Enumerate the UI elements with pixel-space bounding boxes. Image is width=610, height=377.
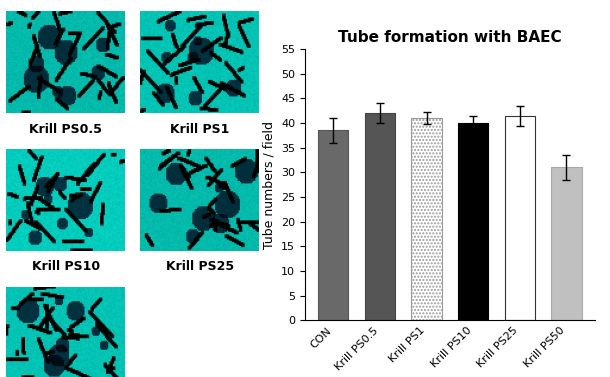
Text: Krill PS0.5: Krill PS0.5 bbox=[29, 123, 102, 135]
Title: Tube formation with BAEC: Tube formation with BAEC bbox=[338, 30, 562, 45]
Text: Krill PS10: Krill PS10 bbox=[32, 260, 99, 273]
Bar bbox=[411, 118, 442, 320]
Text: Krill PS1: Krill PS1 bbox=[170, 123, 229, 135]
Y-axis label: Tube numbers / field: Tube numbers / field bbox=[262, 121, 276, 249]
Bar bbox=[504, 116, 535, 320]
Bar bbox=[551, 167, 581, 320]
Bar bbox=[458, 123, 489, 320]
Bar bbox=[318, 130, 348, 320]
Text: Krill PS25: Krill PS25 bbox=[166, 260, 234, 273]
Bar bbox=[365, 113, 395, 320]
